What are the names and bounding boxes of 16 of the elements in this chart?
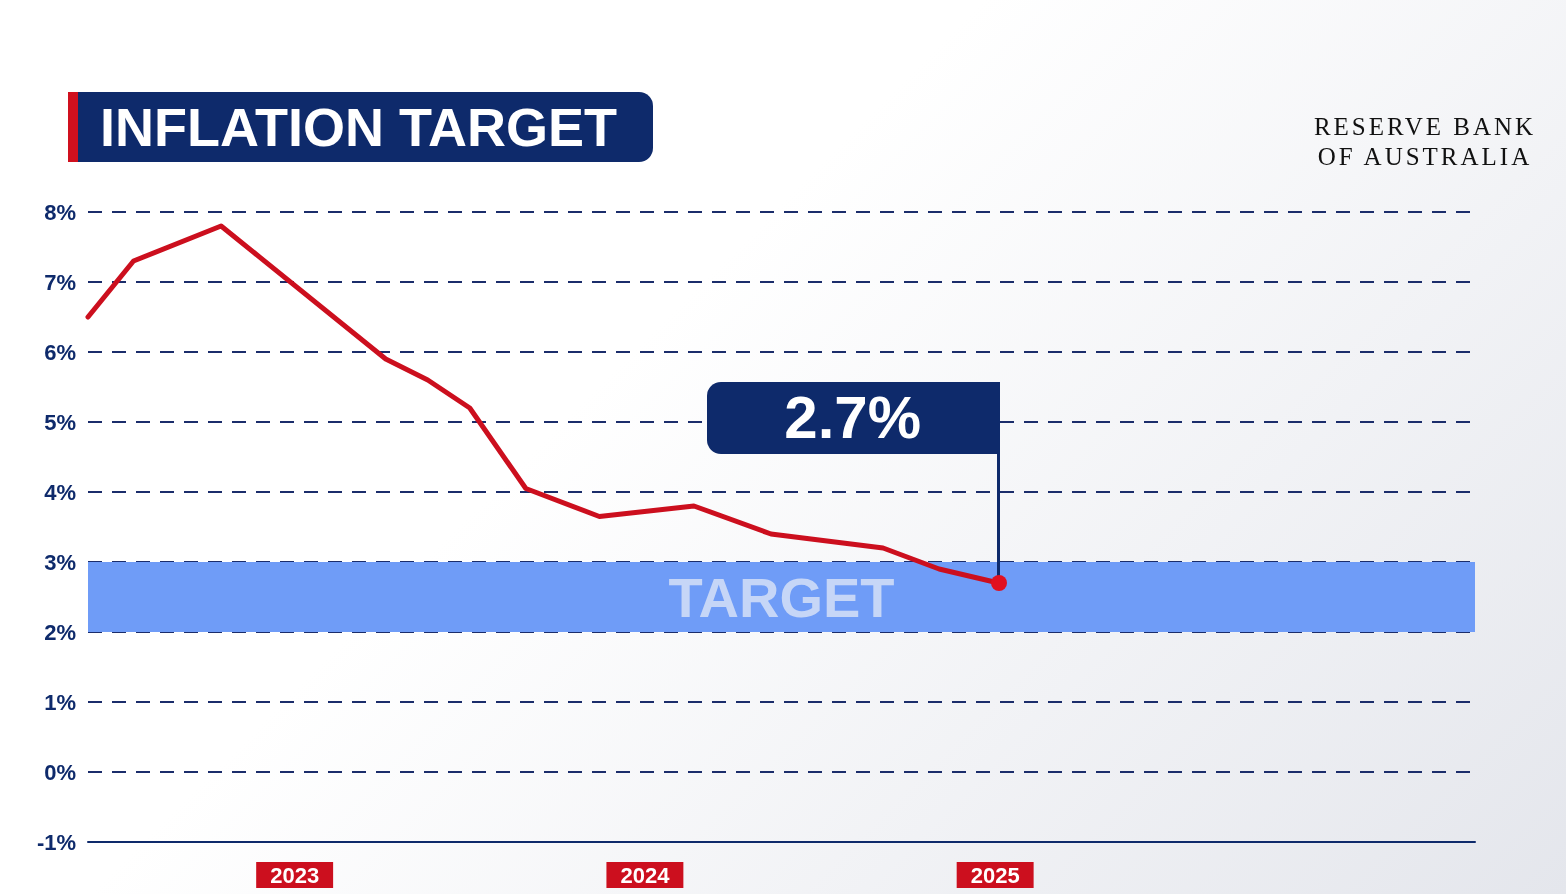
y-tick-label: 2%	[44, 619, 76, 645]
annotation: 2.7%	[706, 382, 999, 454]
y-tick-label: 3%	[44, 549, 76, 575]
x-tick-label: 2025	[970, 862, 1020, 888]
y-tick-label: 5%	[44, 409, 76, 435]
y-tick-label: 8%	[44, 199, 76, 225]
text: RESERVE BANK OF AUSTRALIA	[1312, 112, 1538, 172]
y-tick-label: 7%	[44, 269, 76, 295]
y-tick-label: 4%	[44, 479, 76, 505]
y-tick-label: 0%	[44, 759, 76, 785]
y-tick-label: -1%	[36, 829, 76, 855]
x-tick-label: 2023	[270, 862, 320, 888]
x-tick-label: 2024	[620, 862, 671, 888]
y-tick-label: 1%	[44, 689, 76, 715]
y-tick-label: 6%	[44, 339, 76, 365]
chart-title: INFLATION TARGET	[68, 92, 653, 162]
